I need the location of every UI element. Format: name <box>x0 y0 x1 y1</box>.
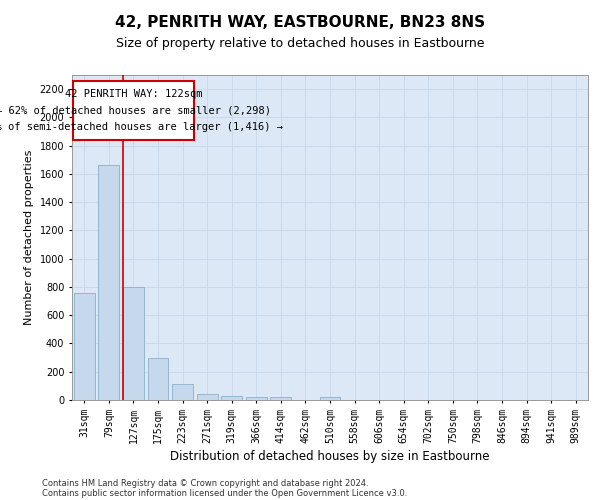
Text: 42 PENRITH WAY: 122sqm: 42 PENRITH WAY: 122sqm <box>65 89 202 99</box>
Bar <box>197 394 218 400</box>
X-axis label: Distribution of detached houses by size in Eastbourne: Distribution of detached houses by size … <box>170 450 490 463</box>
Bar <box>320 397 340 400</box>
Bar <box>148 358 169 400</box>
Text: Contains HM Land Registry data © Crown copyright and database right 2024.: Contains HM Land Registry data © Crown c… <box>42 478 368 488</box>
Text: ← 62% of detached houses are smaller (2,298): ← 62% of detached houses are smaller (2,… <box>0 106 271 116</box>
Bar <box>246 398 267 400</box>
Y-axis label: Number of detached properties: Number of detached properties <box>24 150 34 325</box>
Bar <box>98 166 119 400</box>
Bar <box>271 398 292 400</box>
Text: Contains public sector information licensed under the Open Government Licence v3: Contains public sector information licen… <box>42 488 407 498</box>
Bar <box>123 287 144 400</box>
Text: 42, PENRITH WAY, EASTBOURNE, BN23 8NS: 42, PENRITH WAY, EASTBOURNE, BN23 8NS <box>115 15 485 30</box>
Bar <box>172 384 193 400</box>
Text: Size of property relative to detached houses in Eastbourne: Size of property relative to detached ho… <box>116 38 484 51</box>
FancyBboxPatch shape <box>73 80 194 140</box>
Bar <box>74 292 95 400</box>
Text: 38% of semi-detached houses are larger (1,416) →: 38% of semi-detached houses are larger (… <box>0 122 283 132</box>
Bar <box>221 396 242 400</box>
